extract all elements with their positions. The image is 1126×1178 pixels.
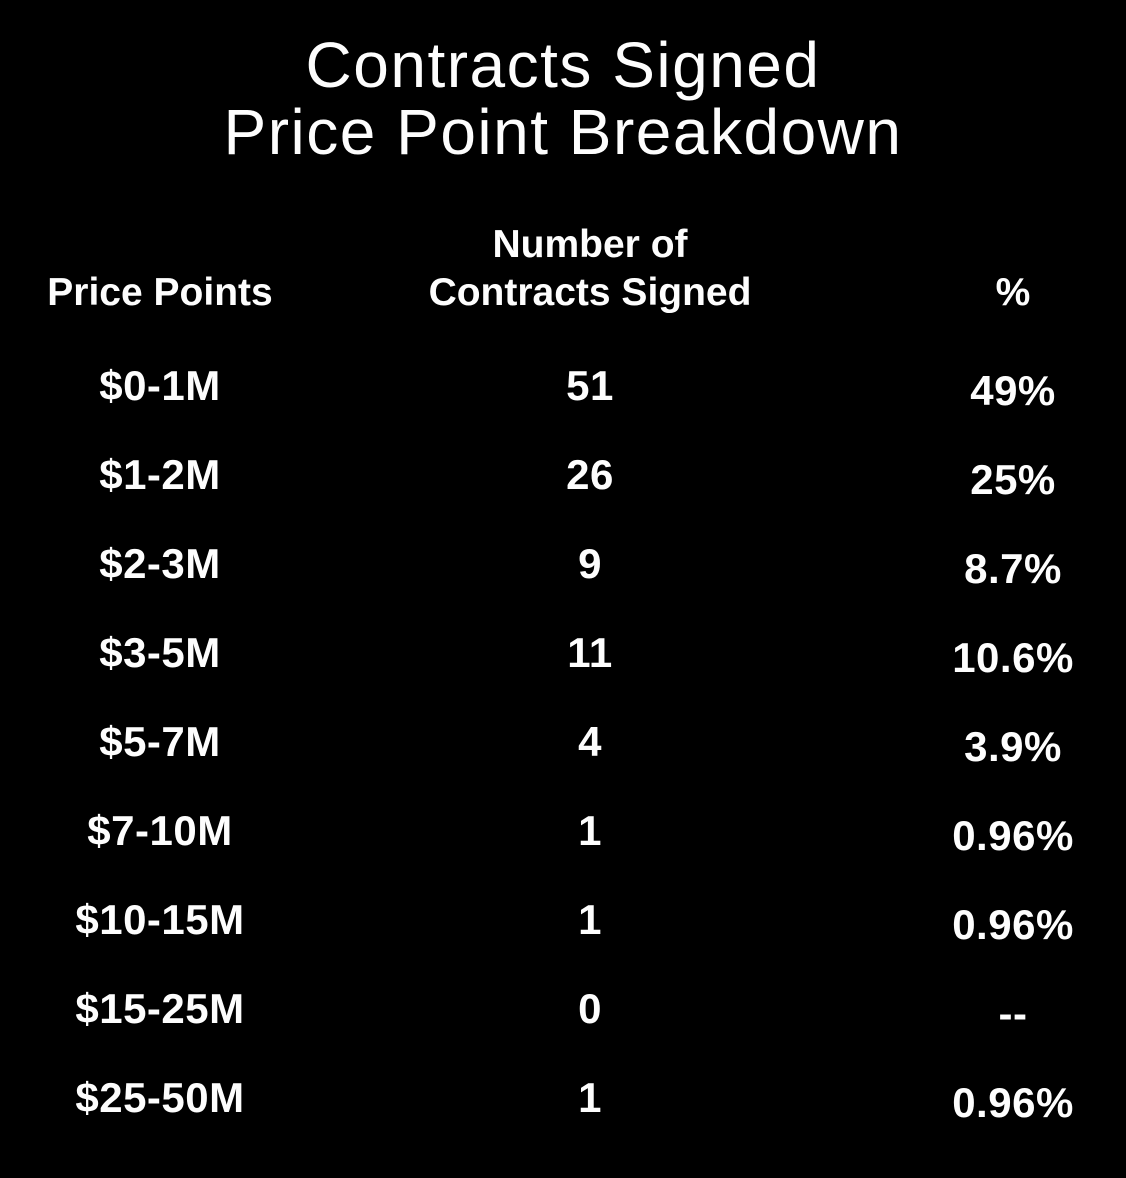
table-body: $0-1M 51 49% $1-2M 26 25% $2-3M 9 8.7% $3-5M 11 10.… [0, 341, 1126, 1142]
price-point-cell: $2-3M [99, 539, 221, 587]
percent-cell: 0.96% [952, 900, 1074, 948]
table-header-row: Price Points Number of Contracts Signed … [0, 221, 1126, 317]
infographic-table-page: { "title": { "line1": "Contracts Signed"… [0, 32, 1126, 1178]
price-point-cell: $7-10M [87, 806, 233, 854]
column-header-contracts: Number of Contracts Signed [320, 221, 860, 317]
table-row: $1-2M 26 25% [0, 430, 1126, 519]
price-point-cell: $10-15M [75, 895, 245, 943]
column-header-contracts-line-1: Number of [492, 223, 688, 266]
table-row: $0-1M 51 49% [0, 341, 1126, 430]
contracts-count-cell: 1 [578, 1073, 602, 1121]
contracts-count-cell: 9 [578, 539, 602, 587]
table-row: $5-7M 4 3.9% [0, 697, 1126, 786]
price-point-cell: $1-2M [99, 450, 221, 498]
column-header-contracts-line-2: Contracts Signed [428, 271, 752, 314]
table-row: $15-25M 0 -- [0, 964, 1126, 1053]
percent-cell: 8.7% [964, 544, 1062, 592]
table-row: $10-15M 1 0.96% [0, 875, 1126, 964]
contracts-count-cell: 11 [567, 628, 613, 676]
contracts-count-cell: 26 [566, 450, 614, 498]
percent-cell: 0.96% [952, 811, 1074, 859]
percent-cell: -- [998, 989, 1028, 1037]
contracts-count-cell: 51 [566, 361, 614, 409]
table-row: $25-50M 1 0.96% [0, 1053, 1126, 1142]
percent-cell: 49% [970, 366, 1056, 414]
contracts-count-cell: 4 [578, 717, 602, 765]
price-point-cell: $15-25M [75, 984, 245, 1032]
table-row: $3-5M 11 10.6% [0, 608, 1126, 697]
page-title: Contracts Signed Price Point Breakdown [0, 32, 1126, 166]
price-point-cell: $3-5M [99, 628, 221, 676]
table-row: $7-10M 1 0.96% [0, 786, 1126, 875]
contracts-count-cell: 1 [578, 806, 602, 854]
price-point-cell: $25-50M [75, 1073, 245, 1121]
contracts-count-cell: 0 [578, 984, 602, 1032]
column-header-price-points: Price Points [47, 271, 273, 314]
table-row: $2-3M 9 8.7% [0, 519, 1126, 608]
contracts-count-cell: 1 [578, 895, 602, 943]
column-header-percent: % [995, 271, 1031, 314]
percent-cell: 3.9% [964, 722, 1062, 770]
percent-cell: 25% [970, 455, 1056, 503]
price-point-cell: $5-7M [99, 717, 221, 765]
price-point-cell: $0-1M [99, 361, 221, 409]
percent-cell: 10.6% [952, 633, 1074, 681]
title-line-1: Contracts Signed [305, 29, 821, 101]
title-line-2: Price Point Breakdown [223, 96, 903, 168]
percent-cell: 0.96% [952, 1078, 1074, 1126]
